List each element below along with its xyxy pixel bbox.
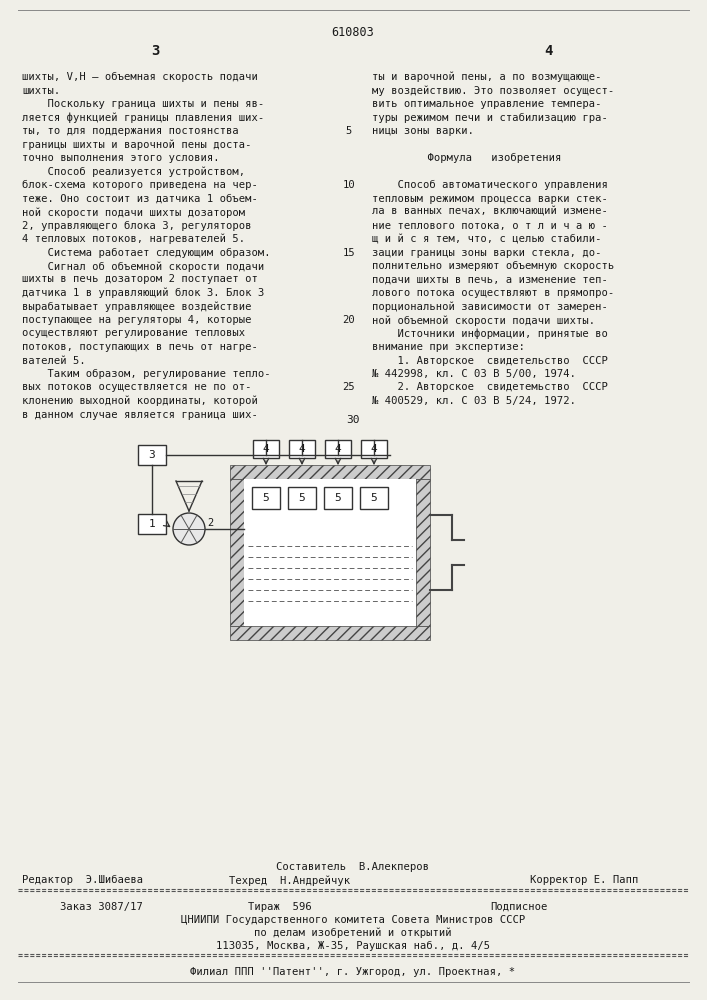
Text: шихты в печь дозатором 2 поступает от: шихты в печь дозатором 2 поступает от — [22, 274, 258, 284]
Text: 15: 15 — [343, 247, 356, 257]
Text: датчика 1 в управляющий блок 3. Блок 3: датчика 1 в управляющий блок 3. Блок 3 — [22, 288, 264, 298]
Text: 25: 25 — [343, 382, 356, 392]
Text: ты, то для поддержания постоянства: ты, то для поддержания постоянства — [22, 126, 239, 136]
Text: границы шихты и варочной пены доста-: границы шихты и варочной пены доста- — [22, 139, 252, 150]
Bar — [244, 479, 416, 626]
Text: ницы зоны варки.: ницы зоны варки. — [372, 126, 474, 136]
Text: Поскольку граница шихты и пены яв-: Поскольку граница шихты и пены яв- — [22, 99, 264, 109]
Text: в данном случае является граница ших-: в данном случае является граница ших- — [22, 410, 258, 420]
Text: щ и й с я тем, что, с целью стабили-: щ и й с я тем, что, с целью стабили- — [372, 234, 602, 244]
Text: ной объемной скорости подачи шихты.: ной объемной скорости подачи шихты. — [372, 315, 595, 326]
Text: Заказ 3087/17: Заказ 3087/17 — [60, 902, 143, 912]
Text: Тираж  596: Тираж 596 — [248, 902, 312, 912]
Bar — [230, 479, 244, 626]
Text: 5: 5 — [370, 493, 378, 503]
Text: точно выполнения этого условия.: точно выполнения этого условия. — [22, 153, 220, 163]
Bar — [253, 440, 279, 458]
Text: ты и варочной пены, а по возмущающе-: ты и варочной пены, а по возмущающе- — [372, 72, 602, 83]
Text: подачи шихты в печь, а изменение теп-: подачи шихты в печь, а изменение теп- — [372, 274, 608, 284]
Text: 2. Авторское  свидетемьство  СССР: 2. Авторское свидетемьство СССР — [372, 382, 608, 392]
Text: № 400529, кл. С 03 В 5/24, 1972.: № 400529, кл. С 03 В 5/24, 1972. — [372, 396, 576, 406]
Bar — [230, 626, 430, 640]
Text: 3: 3 — [151, 44, 159, 58]
Text: 20: 20 — [343, 315, 356, 325]
Text: Формула   изобретения: Формула изобретения — [402, 153, 561, 163]
Text: Редактор  Э.Шибаева: Редактор Э.Шибаева — [22, 875, 143, 885]
Text: полнительно измеряют объемную скорость: полнительно измеряют объемную скорость — [372, 261, 614, 271]
Text: Система работает следующим образом.: Система работает следующим образом. — [22, 247, 271, 258]
Bar — [138, 445, 166, 465]
Text: 30: 30 — [346, 415, 360, 425]
Text: ной скорости подачи шихты дозатором: ной скорости подачи шихты дозатором — [22, 207, 245, 218]
Text: Корректор Е. Папп: Корректор Е. Папп — [530, 875, 638, 885]
Text: вателей 5.: вателей 5. — [22, 356, 86, 365]
Text: ляется функцией границы плавления ших-: ляется функцией границы плавления ших- — [22, 112, 264, 123]
Text: блок-схема которого приведена на чер-: блок-схема которого приведена на чер- — [22, 180, 258, 190]
Text: по делам изобретений и открытий: по делам изобретений и открытий — [255, 928, 452, 938]
Text: лового потока осуществляют в прямопро-: лового потока осуществляют в прямопро- — [372, 288, 614, 298]
Text: ние теплового потока, о т л и ч а ю -: ние теплового потока, о т л и ч а ю - — [372, 221, 608, 231]
Text: туры режимом печи и стабилизацию гра-: туры режимом печи и стабилизацию гра- — [372, 112, 608, 123]
Text: 610803: 610803 — [332, 26, 375, 39]
Text: № 442998, кл. С 03 В 5/00, 1974.: № 442998, кл. С 03 В 5/00, 1974. — [372, 369, 576, 379]
Text: 4: 4 — [298, 444, 305, 454]
Text: 1. Авторское  свидетельство  СССР: 1. Авторское свидетельство СССР — [372, 356, 608, 365]
Bar — [361, 440, 387, 458]
Bar — [289, 440, 315, 458]
Text: Сигнал об объемной скорости подачи: Сигнал об объемной скорости подачи — [22, 261, 264, 271]
Text: ЦНИИПИ Государственного комитета Совета Министров СССР: ЦНИИПИ Государственного комитета Совета … — [181, 915, 525, 925]
Text: 5: 5 — [346, 126, 352, 136]
Text: 4: 4 — [334, 444, 341, 454]
Bar — [360, 487, 388, 509]
Text: вырабатывает управляющее воздействие: вырабатывает управляющее воздействие — [22, 302, 252, 312]
Text: 3: 3 — [148, 450, 156, 460]
Text: зации границы зоны варки стекла, до-: зации границы зоны варки стекла, до- — [372, 247, 602, 257]
Text: Источники информации, принятые во: Источники информации, принятые во — [372, 328, 608, 339]
Text: 2, управляющего блока 3, регуляторов: 2, управляющего блока 3, регуляторов — [22, 221, 252, 231]
Text: 5: 5 — [334, 493, 341, 503]
Bar — [416, 479, 430, 626]
Text: Филиал ППП ''Патент'', г. Ужгород, ул. Проектная, *: Филиал ППП ''Патент'', г. Ужгород, ул. П… — [190, 967, 515, 977]
Text: Таким образом, регулирование тепло-: Таким образом, регулирование тепло- — [22, 369, 271, 379]
Text: 4 тепловых потоков, нагревателей 5.: 4 тепловых потоков, нагревателей 5. — [22, 234, 245, 244]
Text: 5: 5 — [262, 493, 269, 503]
Bar — [288, 487, 316, 509]
Text: ла в ванных печах, включающий измене-: ла в ванных печах, включающий измене- — [372, 207, 608, 217]
Text: 1: 1 — [148, 519, 156, 529]
Text: порциональной зависимости от замерен-: порциональной зависимости от замерен- — [372, 302, 608, 312]
Text: тепловым режимом процесса варки стек-: тепловым режимом процесса варки стек- — [372, 194, 608, 204]
Text: внимание при экспертизе:: внимание при экспертизе: — [372, 342, 525, 352]
Bar — [324, 487, 352, 509]
Text: шихты, V,Η – объемная скорость подачи: шихты, V,Η – объемная скорость подачи — [22, 72, 258, 82]
Text: вить оптимальное управление темпера-: вить оптимальное управление темпера- — [372, 99, 602, 109]
Text: 113035, Москва, Ж-35, Раушская наб., д. 4/5: 113035, Москва, Ж-35, Раушская наб., д. … — [216, 941, 490, 951]
Bar — [138, 514, 166, 534]
Bar — [252, 487, 280, 509]
Text: осуществляют регулирование тепловых: осуществляют регулирование тепловых — [22, 328, 245, 338]
Text: Способ реализуется устройством,: Способ реализуется устройством, — [22, 166, 245, 177]
Text: 4: 4 — [370, 444, 378, 454]
Text: 4: 4 — [262, 444, 269, 454]
Text: 10: 10 — [343, 180, 356, 190]
Text: 4: 4 — [544, 44, 552, 58]
Text: потоков, поступающих в печь от нагре-: потоков, поступающих в печь от нагре- — [22, 342, 258, 352]
Text: вых потоков осуществляется не по от-: вых потоков осуществляется не по от- — [22, 382, 252, 392]
Text: шихты.: шихты. — [22, 86, 60, 96]
Bar — [325, 440, 351, 458]
Bar — [230, 465, 430, 479]
Text: му воздействию. Это позволяет осущест-: му воздействию. Это позволяет осущест- — [372, 86, 614, 96]
Text: Техред  Н.Андрейчук: Техред Н.Андрейчук — [230, 875, 351, 886]
Text: поступающее на регуляторы 4, которые: поступающее на регуляторы 4, которые — [22, 315, 252, 325]
Text: 5: 5 — [298, 493, 305, 503]
Circle shape — [173, 513, 205, 545]
Text: Способ автоматического управления: Способ автоматического управления — [372, 180, 608, 190]
Text: 2: 2 — [207, 518, 213, 528]
Text: клонению выходной координаты, которой: клонению выходной координаты, которой — [22, 396, 258, 406]
Text: Подписное: Подписное — [490, 902, 547, 912]
Text: Составитель  В.Алекперов: Составитель В.Алекперов — [276, 862, 429, 872]
Text: теже. Оно состоит из датчика 1 объем-: теже. Оно состоит из датчика 1 объем- — [22, 194, 258, 204]
